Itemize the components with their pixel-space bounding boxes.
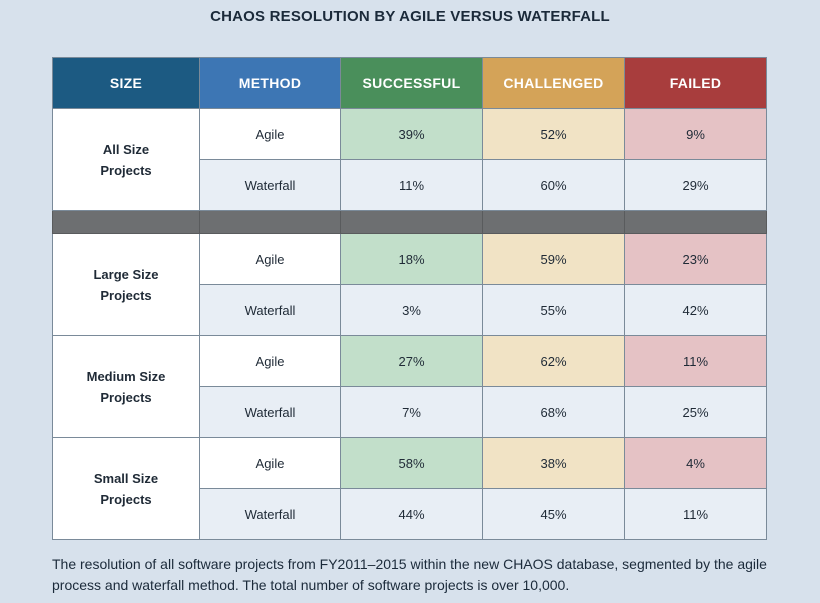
size-label-all: All Size Projects — [52, 108, 200, 211]
table-row-large-agile: Large Size Projects Agile 18% 59% 23% — [52, 233, 767, 336]
failed-value: 11% — [624, 335, 767, 387]
table-row-large-waterfall: Waterfall 3% 55% 42% — [53, 284, 767, 336]
successful-value: 7% — [340, 386, 483, 438]
method-cell: Agile — [199, 108, 341, 160]
resolution-table: SIZE METHOD SUCCESSFUL CHALLENGED FAILED… — [52, 57, 767, 540]
method-cell: Waterfall — [199, 386, 341, 438]
table-row-small-agile: Small Size Projects Agile 58% 38% 4% — [52, 437, 767, 540]
size-label-medium: Medium Size Projects — [52, 335, 200, 438]
challenged-value: 55% — [482, 284, 625, 336]
table-row-all-agile: All Size Projects Agile 39% 52% 9% — [52, 108, 767, 211]
column-header-successful: SUCCESSFUL — [340, 57, 483, 109]
method-cell: Agile — [199, 335, 341, 387]
failed-value: 23% — [624, 233, 767, 285]
challenged-value: 60% — [482, 159, 625, 211]
failed-value: 11% — [624, 488, 767, 540]
method-cell: Agile — [199, 233, 341, 285]
size-label-small: Small Size Projects — [52, 437, 200, 540]
column-header-method: METHOD — [199, 57, 341, 109]
challenged-value: 45% — [482, 488, 625, 540]
challenged-value: 62% — [482, 335, 625, 387]
method-cell: Agile — [199, 437, 341, 489]
separator-row — [52, 210, 767, 234]
table-row-all-waterfall: Waterfall 11% 60% 29% — [53, 159, 767, 211]
method-cell: Waterfall — [199, 284, 341, 336]
challenged-value: 68% — [482, 386, 625, 438]
separator-cell — [199, 210, 341, 234]
size-label-large: Large Size Projects — [52, 233, 200, 336]
separator-cell — [482, 210, 625, 234]
table-row-small-waterfall: Waterfall 44% 45% 11% — [53, 488, 767, 540]
failed-value: 9% — [624, 108, 767, 160]
method-cell: Waterfall — [199, 159, 341, 211]
successful-value: 58% — [340, 437, 483, 489]
successful-value: 39% — [340, 108, 483, 160]
successful-value: 18% — [340, 233, 483, 285]
column-header-failed: FAILED — [624, 57, 767, 109]
successful-value: 27% — [340, 335, 483, 387]
successful-value: 11% — [340, 159, 483, 211]
failed-value: 42% — [624, 284, 767, 336]
failed-value: 29% — [624, 159, 767, 211]
successful-value: 3% — [340, 284, 483, 336]
failed-value: 4% — [624, 437, 767, 489]
column-header-challenged: CHALLENGED — [482, 57, 625, 109]
successful-value: 44% — [340, 488, 483, 540]
column-header-size: SIZE — [52, 57, 200, 109]
separator-cell — [52, 210, 200, 234]
challenged-value: 59% — [482, 233, 625, 285]
chart-title: CHAOS RESOLUTION BY AGILE VERSUS WATERFA… — [210, 8, 610, 25]
header-row: SIZE METHOD SUCCESSFUL CHALLENGED FAILED — [52, 57, 767, 109]
failed-value: 25% — [624, 386, 767, 438]
separator-cell — [340, 210, 483, 234]
figure-caption: The resolution of all software projects … — [52, 556, 767, 593]
table-row-medium-waterfall: Waterfall 7% 68% 25% — [53, 386, 767, 438]
challenged-value: 38% — [482, 437, 625, 489]
table-row-medium-agile: Medium Size Projects Agile 27% 62% 11% — [52, 335, 767, 438]
separator-cell — [624, 210, 767, 234]
method-cell: Waterfall — [199, 488, 341, 540]
challenged-value: 52% — [482, 108, 625, 160]
